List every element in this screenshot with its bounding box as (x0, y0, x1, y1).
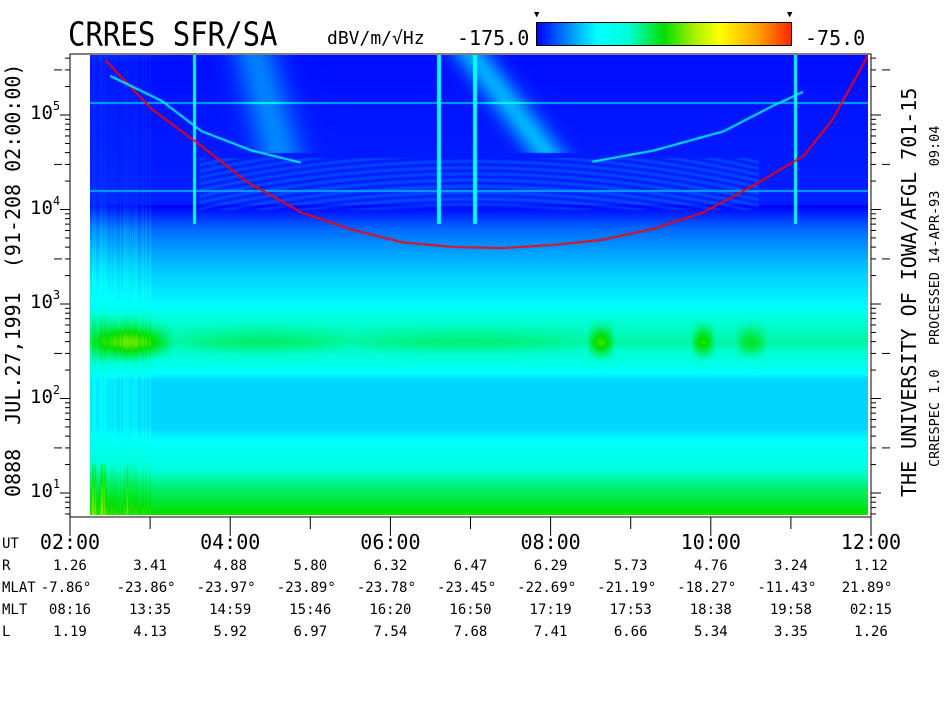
y-tick-label: 101 (30, 477, 60, 502)
ephemeris-value: -23.89° (276, 580, 336, 596)
ephemeris-value: 17:19 (529, 602, 572, 618)
y-tick-label-exponent: 5 (52, 99, 61, 113)
ephemeris-value: 15:46 (289, 602, 332, 618)
ephemeris-value: 17:53 (609, 602, 652, 618)
ephemeris-value: 6.97 (293, 624, 328, 640)
ephemeris-value: 6.47 (453, 558, 488, 574)
ephemeris-value: 5.73 (613, 558, 648, 574)
y-tick-label-exponent: 2 (52, 382, 61, 397)
ephemeris-value: -23.78° (356, 580, 416, 596)
x-tick-label: 08:00 (520, 530, 581, 554)
ephemeris-value: 4.76 (693, 558, 728, 574)
y-tick-label-exponent: 3 (52, 288, 61, 302)
x-tick-label: 10:00 (680, 530, 741, 554)
ephemeris-value: 18:38 (689, 602, 732, 618)
ephemeris-value: 14:59 (209, 602, 252, 618)
ephemeris-value: 6.32 (373, 558, 408, 574)
x-tick-label: 12:00 (840, 530, 902, 554)
ephemeris-value: 4.13 (133, 624, 167, 640)
y-tick-label: 105 (30, 99, 60, 124)
ephemeris-value: 1.26 (53, 558, 87, 574)
y-tick-label-base: 10 (30, 196, 53, 219)
ephemeris-value: 4.88 (213, 558, 248, 574)
ephemeris-value: 3.24 (774, 558, 808, 574)
x-tick-label: 02:00 (39, 530, 101, 554)
ephemeris-row-label: R (2, 558, 11, 574)
chart-title: CRRES SFR/SA (68, 14, 278, 54)
ephemeris-value: 16:20 (369, 602, 412, 618)
y-tick-label-base: 10 (30, 291, 53, 313)
y-tick-label-base: 10 (30, 102, 53, 124)
ephemeris-value: 6.66 (613, 624, 648, 640)
ephemeris-value: 1.12 (854, 558, 888, 574)
colorbar-min-label: -175.0 (457, 26, 530, 50)
plot-frame (69, 53, 872, 518)
x-axis-label-ut: UT (2, 536, 19, 552)
x-tick-label: 06:00 (360, 530, 421, 554)
y-tick-label-base: 10 (30, 480, 53, 502)
ephemeris-value: 7.54 (373, 624, 408, 640)
ephemeris-row-label: L (2, 624, 11, 640)
colorbar-min-marker-icon: ▼ (534, 10, 540, 20)
ephemeris-value: -11.43° (757, 580, 817, 596)
y-tick-label: 104 (30, 194, 60, 219)
ephemeris-value: 3.35 (774, 624, 808, 640)
colorbar-max-marker-icon: ▼ (787, 10, 793, 20)
ephemeris-value: 5.92 (213, 624, 248, 640)
ephemeris-value: 5.80 (293, 558, 328, 574)
y-tick-label-base: 10 (30, 385, 53, 408)
ephemeris-value: -18.27° (677, 580, 737, 596)
colorbar-units: dBV/m/√Hz (327, 28, 425, 49)
ephemeris-value: 08:16 (48, 602, 92, 618)
y-tick-label-exponent: 4 (52, 193, 61, 208)
ephemeris-value: 13:35 (129, 602, 172, 618)
y-tick-label: 102 (30, 383, 60, 408)
ephemeris-value: -23.45° (436, 580, 497, 596)
ephemeris-value: -23.86° (116, 580, 176, 596)
y-tick-label: 103 (30, 288, 60, 313)
ephemeris-value: -7.86° (40, 580, 92, 596)
ephemeris-value: 5.34 (693, 624, 728, 640)
colorbar (536, 22, 792, 46)
ephemeris-value: 21.89° (841, 580, 893, 596)
ephemeris-value: 19:58 (769, 602, 812, 618)
x-tick-label: 04:00 (200, 530, 261, 554)
ephemeris-value: -23.97° (196, 580, 256, 596)
ephemeris-value: 3.41 (133, 558, 167, 574)
ephemeris-value: -21.19° (597, 580, 657, 596)
y-tick-label-exponent: 1 (52, 477, 61, 491)
ephemeris-value: 6.29 (533, 558, 568, 574)
ephemeris-value: 7.68 (453, 624, 488, 640)
ephemeris-value: 7.41 (533, 624, 568, 640)
ephemeris-value: 16:50 (449, 602, 492, 618)
colorbar-max-label: -75.0 (805, 26, 866, 50)
ephemeris-row-label: MLAT (2, 580, 36, 596)
ephemeris-value: 1.19 (53, 624, 87, 640)
ephemeris-value: 1.26 (854, 624, 888, 640)
ephemeris-row-label: MLT (2, 602, 28, 618)
spectrogram-heatmap (90, 55, 868, 515)
ephemeris-value: -22.69° (517, 580, 577, 596)
ephemeris-value: 02:15 (849, 602, 893, 618)
